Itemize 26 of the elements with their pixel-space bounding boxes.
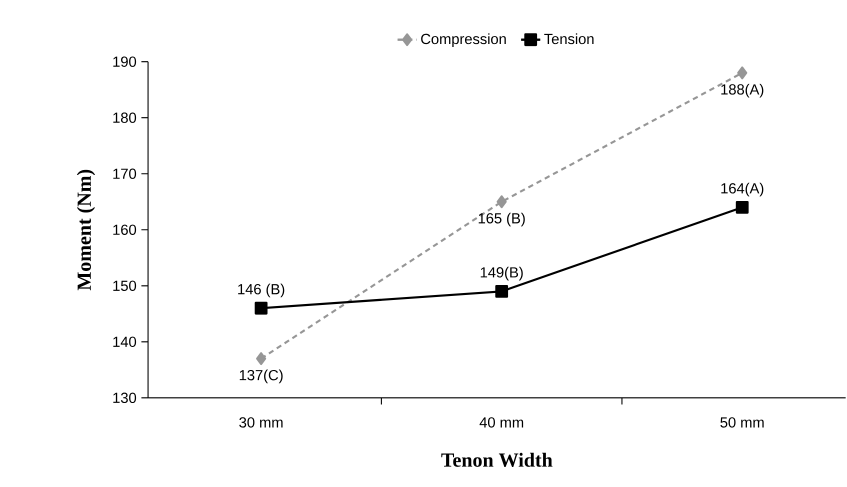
y-tick-label: 180 — [113, 112, 136, 123]
y-tick-label: 130 — [113, 392, 136, 404]
y-tick-label: 160 — [113, 224, 136, 236]
x-axis-title: Tenon Width — [441, 452, 552, 467]
data-label: 164(A) — [721, 182, 764, 196]
data-label: 149(B) — [480, 266, 523, 281]
x-tick-label: 50 mm — [720, 417, 764, 428]
legend-label: Compression — [421, 33, 506, 48]
data-label: 146 (B) — [238, 284, 284, 298]
y-axis-title: Moment (Nm) — [76, 170, 96, 290]
y-tick-label: 150 — [113, 280, 136, 292]
point — [496, 195, 507, 208]
x-tick-label: 30 mm — [239, 417, 283, 428]
point — [737, 66, 748, 80]
data-label: 137(C) — [240, 370, 283, 384]
point — [736, 201, 749, 214]
point — [256, 352, 266, 366]
data-label: 165 (B) — [478, 212, 525, 226]
y-tick-label: 140 — [113, 336, 136, 348]
point — [495, 285, 508, 298]
point — [254, 302, 268, 315]
data-label: 188(A) — [721, 84, 764, 98]
y-tick-label: 190 — [113, 56, 136, 67]
x-tick-label: 40 mm — [480, 417, 524, 428]
legend-label: Tension — [544, 33, 594, 44]
y-tick-label: 170 — [113, 168, 136, 179]
